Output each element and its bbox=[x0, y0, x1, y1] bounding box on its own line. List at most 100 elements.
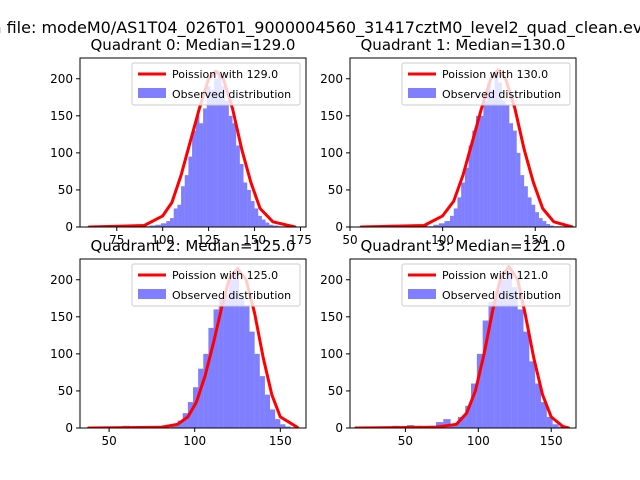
hist-bar bbox=[494, 290, 501, 428]
hist-bar bbox=[433, 224, 439, 227]
hist-bar bbox=[225, 100, 229, 227]
hist-bar bbox=[520, 175, 525, 227]
hist-bar bbox=[475, 115, 480, 227]
y-tick-label: 150 bbox=[50, 109, 73, 123]
y-tick-label: 50 bbox=[58, 384, 73, 398]
legend-hist-swatch bbox=[138, 88, 166, 98]
hist-bar bbox=[546, 224, 551, 227]
hist-bar bbox=[193, 387, 199, 428]
hist-bar bbox=[436, 422, 444, 428]
hist-bar bbox=[471, 383, 477, 428]
hist-bar bbox=[457, 416, 466, 428]
hist-bar bbox=[249, 331, 255, 428]
hist-bar bbox=[513, 130, 517, 227]
hist-bar bbox=[188, 156, 193, 227]
y-tick-label: 0 bbox=[335, 421, 343, 435]
hist-bar bbox=[199, 123, 204, 227]
hist-bar bbox=[272, 225, 279, 227]
y-tick-label: 100 bbox=[50, 146, 73, 160]
axes-frame bbox=[349, 57, 577, 228]
hist-bar bbox=[247, 189, 251, 227]
legend-box bbox=[401, 62, 571, 106]
hist-bar bbox=[527, 197, 532, 227]
hist-bar bbox=[531, 204, 536, 227]
figure-suptitle: n file: modeM0/AS1T04_026T01_9000004560_… bbox=[0, 18, 640, 38]
hist-bar bbox=[509, 123, 514, 227]
hist-bar bbox=[558, 426, 565, 428]
y-tick-label: 150 bbox=[320, 310, 343, 324]
x-tick-label: 50 bbox=[101, 434, 116, 448]
hist-bar bbox=[529, 361, 536, 428]
legend-hist-swatch bbox=[408, 88, 436, 98]
hist-bar bbox=[261, 219, 266, 227]
hist-bar bbox=[195, 115, 200, 227]
legend-label-poisson: Poission with 125.0 bbox=[172, 269, 278, 282]
x-tick-label: 100 bbox=[183, 434, 206, 448]
hist-bar bbox=[265, 222, 270, 227]
hist-bar bbox=[542, 221, 547, 227]
y-tick-label: 150 bbox=[320, 109, 343, 123]
hist-bar bbox=[457, 197, 462, 227]
plot-area bbox=[87, 267, 299, 428]
hist-bar bbox=[546, 416, 553, 428]
x-tick-label: 175 bbox=[289, 233, 312, 247]
x-tick-label: 150 bbox=[524, 233, 547, 247]
legend-label-observed: Observed distribution bbox=[172, 289, 291, 302]
hist-bar bbox=[524, 186, 528, 227]
y-tick-label: 0 bbox=[65, 421, 73, 435]
hist-bar bbox=[232, 123, 237, 227]
legend: Poission with 125.0 Observed distribution bbox=[131, 263, 301, 307]
y-tick-label: 100 bbox=[320, 347, 343, 361]
y-tick-label: 200 bbox=[50, 273, 73, 287]
y-tick-label: 200 bbox=[50, 72, 73, 86]
hist-bar bbox=[490, 89, 495, 227]
hist-bar bbox=[181, 186, 185, 227]
hist-bar bbox=[236, 145, 240, 227]
panel-bottom-left: 50 100 150 0 50 100 150 200 Quadrant 2: Median=1… bbox=[50, 237, 307, 448]
hist-bar bbox=[500, 279, 507, 428]
hist-bar bbox=[218, 298, 224, 428]
y-tick-label: 50 bbox=[58, 183, 73, 197]
hist-bar bbox=[487, 82, 491, 227]
hist-bar bbox=[488, 301, 495, 428]
hist-bar bbox=[155, 224, 161, 227]
hist-bar bbox=[244, 305, 250, 428]
hist-bar bbox=[214, 78, 218, 227]
x-tick-label: 50 bbox=[342, 233, 357, 247]
x-tick-label: 50 bbox=[398, 434, 413, 448]
hist-bar bbox=[210, 89, 215, 227]
hist-bar bbox=[213, 309, 219, 428]
hist-bar bbox=[450, 424, 458, 428]
hist-bar bbox=[280, 424, 286, 428]
y-tick-label: 100 bbox=[50, 347, 73, 361]
hist-bar bbox=[505, 104, 510, 227]
hist-bar bbox=[450, 215, 454, 227]
hist-bar bbox=[506, 272, 512, 428]
y-tick-label: 0 bbox=[335, 220, 343, 234]
hist-bar bbox=[483, 100, 488, 227]
y-tick-label: 200 bbox=[320, 72, 343, 86]
hist-bar bbox=[203, 108, 207, 227]
x-tick-label: 150 bbox=[540, 434, 563, 448]
legend-hist-swatch bbox=[408, 289, 436, 299]
x-tick-label: 150 bbox=[243, 233, 266, 247]
y-tick-label: 50 bbox=[328, 183, 343, 197]
hist-bar bbox=[468, 145, 473, 227]
hist-bar bbox=[438, 223, 445, 227]
legend: Poission with 130.0 Observed distribution bbox=[401, 62, 571, 106]
legend-label-observed: Observed distribution bbox=[442, 88, 561, 101]
hist-bar bbox=[516, 152, 521, 227]
legend-label-poisson: Poission with 130.0 bbox=[442, 68, 548, 81]
hist-bar bbox=[465, 405, 472, 428]
legend-box bbox=[131, 62, 301, 106]
legend-box bbox=[401, 263, 571, 307]
hist-bar bbox=[444, 221, 451, 227]
hist-bar bbox=[203, 353, 209, 428]
x-tick-label: 75 bbox=[109, 233, 124, 247]
panel-title: Quadrant 1: Median=130.0 bbox=[361, 36, 566, 54]
legend-label-poisson: Poission with 121.0 bbox=[442, 269, 548, 282]
hist-bar bbox=[479, 115, 484, 227]
